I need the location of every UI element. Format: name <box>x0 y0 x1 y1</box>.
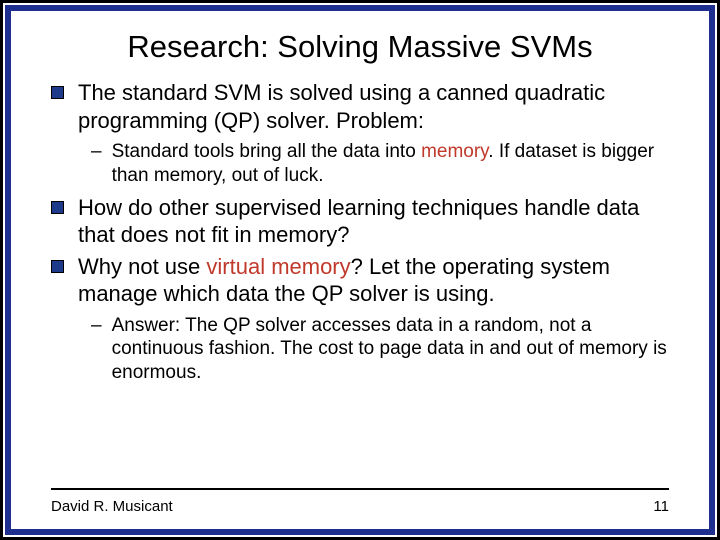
author-name: David R. Musicant <box>51 498 173 515</box>
page-number: 11 <box>653 498 669 515</box>
highlight-text: memory <box>421 141 488 162</box>
highlight-text: virtual memory <box>206 254 350 279</box>
text-segment: Answer: The QP solver accesses data in a… <box>112 315 667 384</box>
square-bullet-icon <box>51 201 64 214</box>
bullet-text: The standard SVM is solved using a canne… <box>78 79 669 134</box>
bullet-item: The standard SVM is solved using a canne… <box>51 79 669 134</box>
square-bullet-icon <box>51 86 64 99</box>
sub-bullet-item: – Standard tools bring all the data into… <box>91 140 669 188</box>
dash-icon: – <box>91 140 102 164</box>
slide-footer: David R. Musicant 11 <box>51 488 669 515</box>
sub-bullet-text: Answer: The QP solver accesses data in a… <box>112 314 669 385</box>
bullet-text: Why not use virtual memory? Let the oper… <box>78 253 669 308</box>
text-segment: Why not use <box>78 254 206 279</box>
outer-frame: Research: Solving Massive SVMs The stand… <box>0 0 720 540</box>
bullet-item: Why not use virtual memory? Let the oper… <box>51 253 669 308</box>
sub-bullet-item: – Answer: The QP solver accesses data in… <box>91 314 669 385</box>
text-segment: The standard SVM is solved using a canne… <box>78 80 605 133</box>
slide-title: Research: Solving Massive SVMs <box>51 29 669 65</box>
square-bullet-icon <box>51 260 64 273</box>
inner-frame: Research: Solving Massive SVMs The stand… <box>5 5 715 535</box>
text-segment: How do other supervised learning techniq… <box>78 195 639 248</box>
text-segment: Standard tools bring all the data into <box>112 141 421 162</box>
slide-content: The standard SVM is solved using a canne… <box>51 79 669 488</box>
bullet-item: How do other supervised learning techniq… <box>51 194 669 249</box>
dash-icon: – <box>91 314 102 338</box>
sub-bullet-text: Standard tools bring all the data into m… <box>112 140 669 188</box>
bullet-text: How do other supervised learning techniq… <box>78 194 669 249</box>
